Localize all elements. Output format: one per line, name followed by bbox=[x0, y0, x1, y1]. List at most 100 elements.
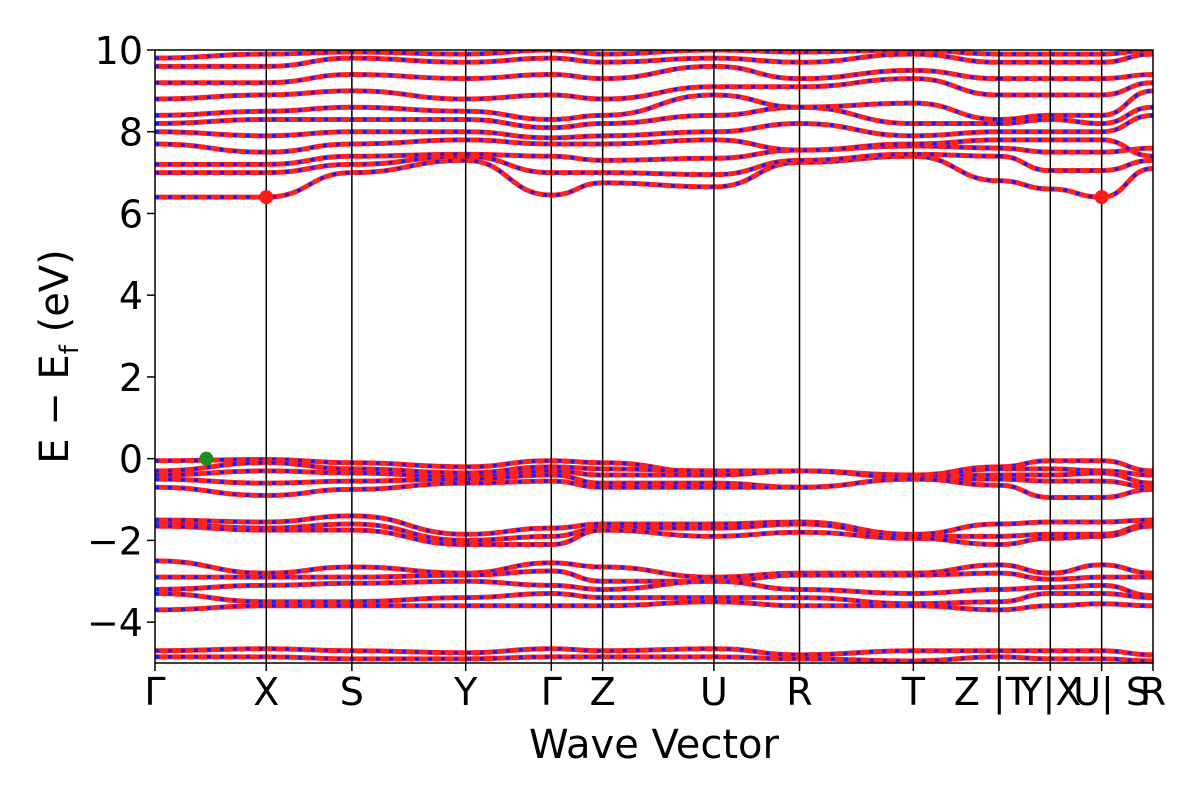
band-line-spin-up bbox=[998, 458, 1051, 470]
plot-frame bbox=[154, 49, 1154, 664]
x-axis-label: Wave Vector bbox=[529, 722, 780, 768]
y-axis-label-sub: f bbox=[55, 344, 85, 354]
band-line-spin-up bbox=[998, 603, 1051, 613]
high-symmetry-lines bbox=[265, 50, 1103, 663]
band-line-spin-down bbox=[1101, 158, 1153, 173]
x-tick-label: X bbox=[253, 670, 279, 714]
band-line-spin-down bbox=[1101, 52, 1153, 65]
y-tick-label: 2 bbox=[119, 356, 143, 400]
band-line-spin-up bbox=[1050, 116, 1102, 127]
x-tick-label: Γ bbox=[144, 670, 165, 714]
band-line-spin-up bbox=[155, 578, 999, 597]
x-tick-label: R bbox=[1140, 670, 1166, 714]
band-line-spin-down bbox=[155, 655, 999, 663]
band-line-spin-up bbox=[998, 570, 1051, 582]
band-line-spin-down bbox=[1101, 583, 1153, 598]
band-line-spin-up bbox=[998, 584, 1051, 592]
band-line-spin-down bbox=[1101, 138, 1153, 159]
band-line-spin-down bbox=[998, 591, 1051, 604]
band-line-spin-down bbox=[1101, 80, 1153, 97]
band-line-spin-up bbox=[155, 51, 999, 69]
band-line-spin-down bbox=[1050, 563, 1102, 575]
x-tick-label: Z bbox=[590, 670, 616, 714]
extrema-markers bbox=[199, 190, 1109, 466]
band-line-spin-down bbox=[1101, 524, 1153, 539]
y-tick-label: 6 bbox=[119, 192, 143, 236]
band-line-spin-down bbox=[998, 154, 1051, 173]
band-line-spin-up bbox=[998, 519, 1051, 527]
band-line-spin-down bbox=[1101, 487, 1153, 500]
band-line-spin-up bbox=[1050, 470, 1102, 478]
x-axis-ticks: Γ X S Y Γ Z U R T Z |TY|XU| SR bbox=[144, 663, 1166, 715]
y-tick-label: −4 bbox=[87, 601, 143, 645]
band-line-spin-down bbox=[1101, 105, 1153, 126]
x-tick-label: Γ bbox=[541, 670, 562, 714]
y-axis-ticks: −4 −2 0 2 4 6 8 10 bbox=[87, 29, 155, 645]
x-tick-label: U| S bbox=[1073, 670, 1150, 715]
band-line-spin-down bbox=[155, 569, 999, 584]
y-axis-label-unit: (eV) bbox=[32, 249, 78, 345]
band-line-spin-down bbox=[1101, 563, 1153, 575]
band-line-spin-down bbox=[155, 646, 999, 657]
band-line-spin-down bbox=[155, 152, 999, 177]
band-line-spin-up bbox=[155, 137, 999, 155]
y-axis-label: E − Ef (eV) bbox=[32, 249, 85, 464]
band-line-spin-down bbox=[1101, 89, 1153, 118]
band-line-spin-up bbox=[1050, 574, 1102, 582]
band-line-spin-up bbox=[1050, 601, 1102, 609]
band-line-spin-up bbox=[1050, 582, 1102, 590]
cbm-marker bbox=[1094, 190, 1109, 205]
x-tick-label: Z bbox=[954, 670, 980, 714]
band-line-spin-up bbox=[155, 76, 999, 102]
band-line-spin-up bbox=[155, 92, 999, 122]
band-line-spin-up bbox=[998, 112, 1051, 122]
band-line-spin-down bbox=[1050, 187, 1102, 199]
band-line-spin-up bbox=[1101, 72, 1153, 82]
band-line-spin-down bbox=[155, 591, 999, 606]
band-line-spin-up bbox=[998, 654, 1051, 662]
y-axis-label-main: E − E bbox=[32, 354, 78, 464]
band-line-spin-down bbox=[155, 469, 999, 479]
band-line-spin-up bbox=[1101, 601, 1153, 609]
band-line-spin-up bbox=[155, 104, 999, 131]
x-tick-label: |T bbox=[993, 670, 1030, 715]
cbm-marker bbox=[259, 190, 274, 205]
band-line-spin-down bbox=[155, 50, 999, 60]
x-tick-label: Y bbox=[453, 670, 478, 714]
y-tick-label: 10 bbox=[95, 29, 143, 73]
y-tick-label: 0 bbox=[119, 438, 143, 482]
band-line-spin-up bbox=[155, 63, 999, 86]
band-line-spin-up bbox=[998, 531, 1051, 539]
band-line-spin-up bbox=[1101, 648, 1153, 658]
band-line-spin-down bbox=[1101, 458, 1153, 473]
band-line-spin-down bbox=[1101, 166, 1153, 199]
band-line-spin-down bbox=[998, 563, 1051, 575]
vbm-marker bbox=[199, 451, 214, 466]
band-line-spin-down bbox=[155, 524, 999, 547]
band-line-spin-up bbox=[998, 145, 1051, 155]
band-line-spin-up bbox=[998, 116, 1051, 127]
band-line-spin-down bbox=[155, 599, 999, 612]
band-line-spin-down bbox=[998, 179, 1051, 191]
band-line-spin-up bbox=[998, 535, 1051, 547]
band-line-spin-up bbox=[1101, 166, 1153, 200]
x-tick-label: S bbox=[340, 670, 364, 714]
x-tick-label: R bbox=[786, 670, 812, 714]
band-line-spin-down bbox=[155, 138, 999, 154]
band-line-spin-down bbox=[155, 579, 999, 596]
band-line-spin-up bbox=[1101, 591, 1153, 601]
band-line-spin-up bbox=[155, 476, 999, 498]
band-line-spin-up bbox=[1101, 517, 1153, 525]
band-lines bbox=[155, 50, 1153, 663]
x-tick-label: T bbox=[901, 670, 926, 714]
y-tick-label: −2 bbox=[87, 519, 143, 563]
band-line-spin-down bbox=[1101, 113, 1153, 134]
band-line-spin-up bbox=[1101, 656, 1153, 663]
x-tick-label: U bbox=[700, 670, 728, 714]
band-line-spin-down bbox=[998, 483, 1051, 500]
band-line-spin-up bbox=[155, 121, 999, 141]
y-tick-label: 4 bbox=[119, 274, 143, 318]
band-line-spin-up bbox=[998, 476, 1051, 484]
